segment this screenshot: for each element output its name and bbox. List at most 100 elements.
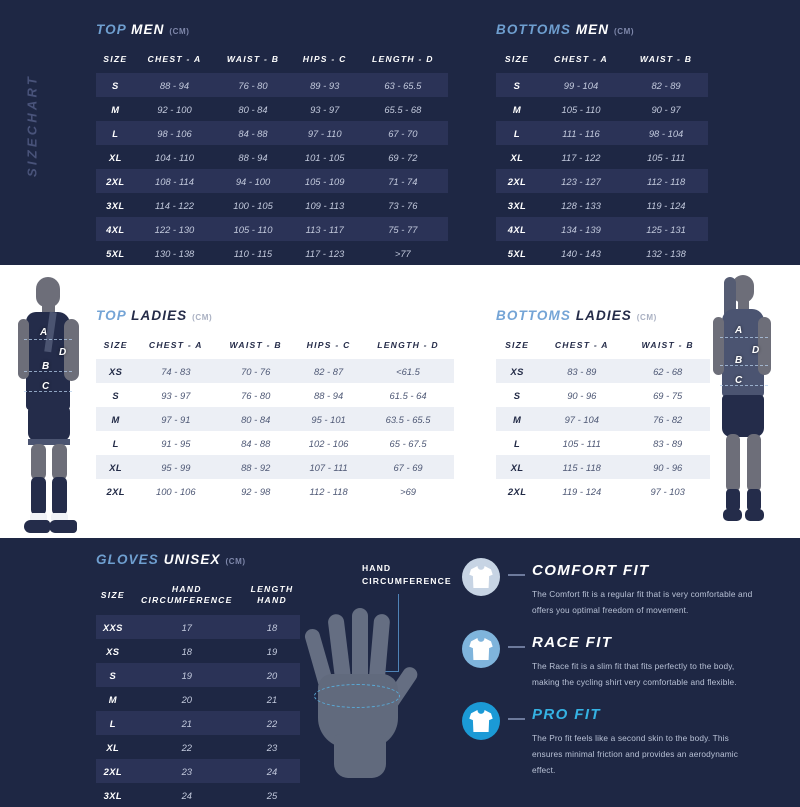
title-part-category: BOTTOMS: [496, 22, 571, 37]
table-row: XL 115 - 118 90 - 96: [496, 455, 710, 479]
table-row: S 99 - 104 82 - 89: [496, 73, 708, 97]
cell-measurement: 112 - 118: [646, 175, 686, 187]
cell-size: 2XL: [103, 765, 122, 777]
title-unit: (CM): [225, 557, 246, 566]
table-row: M 20 21: [96, 687, 300, 711]
cell-measurement: 92 - 98: [241, 485, 271, 497]
cell-measurement: <61.5: [396, 365, 420, 377]
cell-size: 3XL: [106, 199, 125, 211]
fit-leader-dash: [508, 646, 525, 648]
cell-measurement: 62 - 68: [653, 365, 683, 377]
title-part-audience: LADIES: [131, 308, 188, 323]
cell-measurement: 100 - 106: [156, 485, 196, 497]
size-table: SIZE CHEST - A WAIST - B XS 83 - 89 62 - 68 S…: [496, 332, 710, 503]
male-model-figure: A B C D: [2, 267, 106, 538]
sizechart-vertical-label: SIZECHART: [24, 74, 40, 177]
cell-measurement: 128 - 133: [561, 199, 601, 211]
table-row: 2XL 23 24: [96, 759, 300, 783]
title-part-audience: UNISEX: [163, 552, 221, 567]
cell-measurement: 18: [266, 621, 278, 633]
cell-size: 5XL: [507, 247, 527, 259]
table-row: L 91 - 95 84 - 88 102 - 106 65 - 67.5: [96, 431, 454, 455]
size-table: SIZE HAND CIRCUMFERENCE LENGTH HAND XXS 17 18 X…: [96, 576, 300, 807]
title-unit: (CM): [613, 27, 635, 36]
cell-size: L: [112, 127, 119, 139]
column-header-length-hand: LENGTH HAND: [250, 584, 294, 605]
table-top-men: TOP MEN (CM) SIZE CHEST - A WAIST - B HIPS …: [96, 22, 448, 265]
fit-row: RACE FIT The Race fit is a slim fit that …: [462, 628, 762, 700]
table-row: 4XL 134 - 139 125 - 131: [496, 217, 708, 241]
cell-measurement: 65.5 - 68: [384, 103, 422, 115]
column-header-waist-b: WAIST - B: [641, 340, 694, 350]
cell-measurement: 65 - 67.5: [389, 437, 427, 449]
table-title-bottoms-ladies: BOTTOMS LADIES (CM): [496, 308, 710, 323]
tshirt-icon: [469, 710, 493, 732]
fit-name: PRO FIT: [532, 706, 601, 723]
cell-measurement: 63.5 - 65.5: [385, 413, 431, 425]
table-row: M 97 - 104 76 - 82: [496, 407, 710, 431]
cell-measurement: 140 - 143: [561, 247, 601, 259]
cell-size: XS: [109, 365, 123, 377]
cell-measurement: 19: [266, 645, 278, 657]
hand-circumference-label: HAND CIRCUMFERENCE: [362, 562, 452, 588]
table-row: 4XL 122 - 130 105 - 110 113 - 117 75 - 77: [96, 217, 448, 241]
cell-measurement: 67 - 70: [388, 127, 418, 139]
cell-measurement: 102 - 106: [308, 437, 349, 449]
cell-measurement: 114 - 122: [155, 199, 194, 211]
cell-measurement: >69: [400, 485, 416, 497]
cell-size: XL: [510, 461, 524, 473]
table-row: 2XL 100 - 106 92 - 98 112 - 118 >69: [96, 479, 454, 503]
fit-description: The Comfort fit is a regular fit that is…: [532, 589, 753, 615]
size-table: SIZE CHEST - A WAIST - B HIPS - C LENGTH - D…: [96, 332, 454, 503]
cell-measurement: 88 - 94: [238, 151, 268, 163]
cell-measurement: 22: [266, 717, 278, 729]
table-row: 3XL 114 - 122 100 - 105 109 - 113 73 - 76: [96, 193, 448, 217]
column-header-length-d: LENGTH - D: [377, 340, 439, 350]
cell-size: 4XL: [507, 223, 527, 235]
cell-measurement: 104 - 110: [155, 151, 194, 163]
cell-measurement: 119 - 124: [646, 199, 686, 211]
table-row: S 19 20: [96, 663, 300, 687]
cell-measurement: 20: [266, 669, 278, 681]
cell-measurement: 82 - 87: [313, 365, 344, 377]
table-header-row: SIZE CHEST - A WAIST - B: [496, 46, 708, 73]
hand-leader-line-vertical: [398, 594, 399, 672]
cell-measurement: 76 - 82: [653, 413, 683, 425]
cell-measurement: 74 - 83: [161, 365, 191, 377]
cell-measurement: 107 - 111: [309, 461, 348, 473]
cell-measurement: 119 - 124: [562, 485, 602, 497]
table-row: XS 83 - 89 62 - 68: [496, 359, 710, 383]
cell-measurement: 113 - 117: [305, 223, 344, 235]
cell-measurement: 21: [266, 693, 278, 705]
cell-measurement: 100 - 105: [233, 199, 273, 211]
cell-size: M: [111, 103, 120, 115]
column-header-size: SIZE: [505, 340, 530, 350]
column-header-waist-b: WAIST - B: [229, 340, 282, 350]
measure-marker-a: A: [735, 325, 743, 336]
hand-circumference-dash: [314, 684, 400, 708]
female-model-photo: A B C D: [694, 267, 798, 538]
table-body: XXS 17 18 XS 18 19 S 19 20 M 20 21 L 21 22 XL 22 23 2XL 23 2…: [96, 615, 300, 807]
cell-measurement: 115 - 118: [562, 461, 601, 473]
top-dark-band: [0, 0, 800, 265]
size-table: SIZE CHEST - A WAIST - B S 99 - 104 82 - 89 M…: [496, 46, 708, 265]
hand-measurement-illustration: HAND CIRCUMFERENCE: [300, 556, 465, 786]
column-header-chest-a: CHEST - A: [147, 54, 202, 64]
cell-measurement: 112 - 118: [309, 485, 348, 497]
cell-measurement: 94 - 100: [235, 175, 271, 187]
cell-size: M: [108, 693, 117, 705]
table-header-row: SIZE CHEST - A WAIST - B HIPS - C LENGTH - D: [96, 46, 448, 73]
fit-description: The Pro fit feels like a second skin to …: [532, 733, 739, 775]
column-header-length-d: LENGTH - D: [371, 54, 434, 64]
cell-measurement: 92 - 100: [157, 103, 192, 115]
cell-measurement: 63 - 65.5: [384, 79, 422, 91]
cell-size: S: [112, 79, 119, 91]
cell-measurement: 71 - 74: [388, 175, 418, 187]
title-part-category: TOP: [96, 22, 127, 37]
column-header-size: SIZE: [504, 54, 529, 64]
table-row: 2XL 119 - 124 97 - 103: [496, 479, 710, 503]
measure-marker-b: B: [735, 355, 743, 366]
table-row: L 105 - 111 83 - 89: [496, 431, 710, 455]
cell-size: 3XL: [507, 199, 527, 211]
column-header-hips-c: HIPS - C: [302, 54, 347, 64]
